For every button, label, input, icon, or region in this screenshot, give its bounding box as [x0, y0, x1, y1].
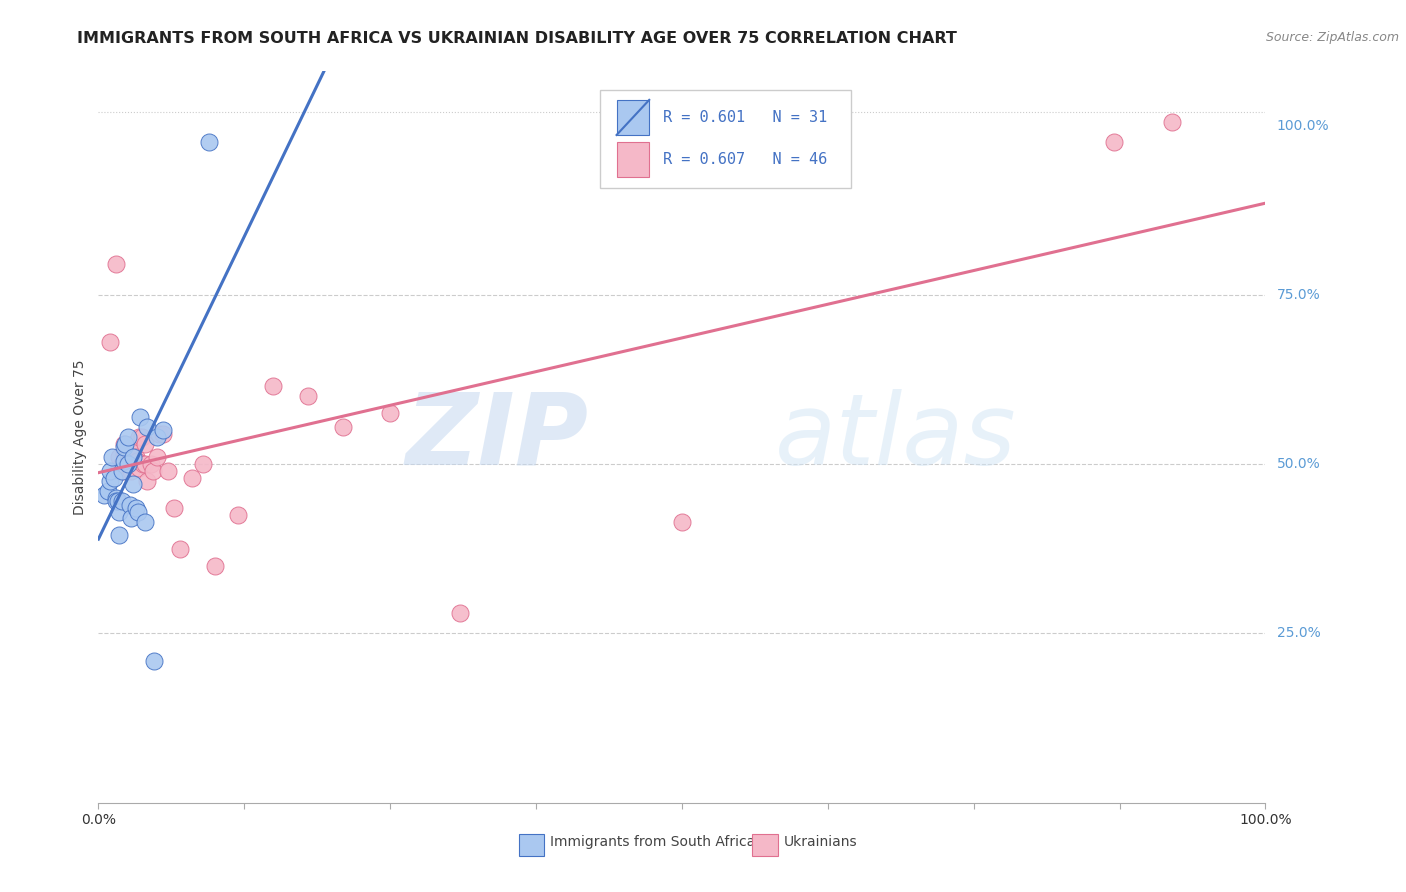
Text: R = 0.607   N = 46: R = 0.607 N = 46 — [664, 152, 828, 167]
Point — [118, 443, 141, 458]
Point — [122, 443, 145, 458]
Bar — [617, 142, 650, 177]
Point — [380, 406, 402, 420]
Point — [148, 426, 170, 441]
Point — [114, 450, 136, 465]
Point — [104, 491, 127, 505]
Point — [107, 494, 129, 508]
Point — [117, 440, 139, 454]
Text: atlas: atlas — [775, 389, 1017, 485]
Point — [125, 501, 148, 516]
Point — [98, 335, 121, 350]
Point — [104, 257, 127, 271]
Point — [152, 423, 174, 437]
Point — [122, 450, 145, 465]
Point — [139, 457, 162, 471]
Point — [136, 420, 159, 434]
Point — [157, 464, 180, 478]
Point — [134, 457, 156, 471]
Bar — [600, 89, 851, 188]
Point — [118, 498, 141, 512]
Point — [122, 454, 145, 468]
Point — [111, 464, 134, 478]
Text: Source: ZipAtlas.com: Source: ZipAtlas.com — [1265, 31, 1399, 45]
Point — [112, 437, 135, 451]
Text: R = 0.601   N = 31: R = 0.601 N = 31 — [664, 110, 828, 125]
Point — [449, 606, 471, 620]
Point — [152, 426, 174, 441]
Y-axis label: Disability Age Over 75: Disability Age Over 75 — [73, 359, 87, 515]
Point — [134, 515, 156, 529]
Point — [97, 484, 120, 499]
Point — [114, 437, 136, 451]
Bar — [519, 834, 544, 856]
Point — [125, 454, 148, 468]
Point — [120, 450, 142, 465]
Point — [204, 558, 226, 573]
Point — [101, 450, 124, 465]
Point — [143, 654, 166, 668]
Point — [120, 464, 142, 478]
Point — [104, 494, 127, 508]
Text: Immigrants from South Africa: Immigrants from South Africa — [550, 835, 755, 849]
Text: 25.0%: 25.0% — [1277, 626, 1320, 640]
Text: 100.0%: 100.0% — [1277, 119, 1329, 133]
Point — [107, 464, 129, 478]
Point — [134, 437, 156, 451]
Point — [112, 447, 135, 461]
Bar — [617, 100, 650, 135]
Bar — [752, 834, 778, 856]
Point — [169, 541, 191, 556]
Point — [180, 471, 202, 485]
Point — [136, 474, 159, 488]
Point — [297, 389, 319, 403]
Text: IMMIGRANTS FROM SOUTH AFRICA VS UKRAINIAN DISABILITY AGE OVER 75 CORRELATION CHA: IMMIGRANTS FROM SOUTH AFRICA VS UKRAINIA… — [77, 31, 957, 46]
Point — [98, 464, 121, 478]
Point — [98, 474, 121, 488]
Point — [120, 511, 142, 525]
Point — [127, 505, 149, 519]
Point — [131, 430, 153, 444]
Point — [332, 420, 354, 434]
Point — [671, 515, 693, 529]
Point — [111, 494, 134, 508]
Point — [117, 430, 139, 444]
Point — [108, 505, 131, 519]
Point — [103, 471, 125, 485]
Point — [193, 457, 215, 471]
Point — [228, 508, 250, 522]
Point — [132, 457, 155, 471]
Point — [1102, 136, 1125, 150]
Point — [108, 450, 131, 465]
Point — [112, 440, 135, 454]
Point — [198, 136, 221, 150]
Text: Ukrainians: Ukrainians — [783, 835, 858, 849]
Point — [111, 457, 134, 471]
Text: 75.0%: 75.0% — [1277, 288, 1320, 301]
Point — [122, 477, 145, 491]
Point — [111, 464, 134, 478]
Point — [128, 460, 150, 475]
Point — [163, 501, 186, 516]
Point — [142, 464, 165, 478]
Point — [129, 409, 152, 424]
Point — [117, 457, 139, 471]
Point — [108, 528, 131, 542]
Text: 50.0%: 50.0% — [1277, 458, 1320, 471]
Point — [125, 450, 148, 465]
Point — [117, 450, 139, 465]
Point — [146, 450, 169, 465]
Point — [128, 430, 150, 444]
Point — [122, 437, 145, 451]
Point — [93, 488, 115, 502]
Point — [112, 454, 135, 468]
Point — [262, 379, 284, 393]
Text: ZIP: ZIP — [405, 389, 589, 485]
Point — [1161, 115, 1184, 129]
Point — [146, 430, 169, 444]
